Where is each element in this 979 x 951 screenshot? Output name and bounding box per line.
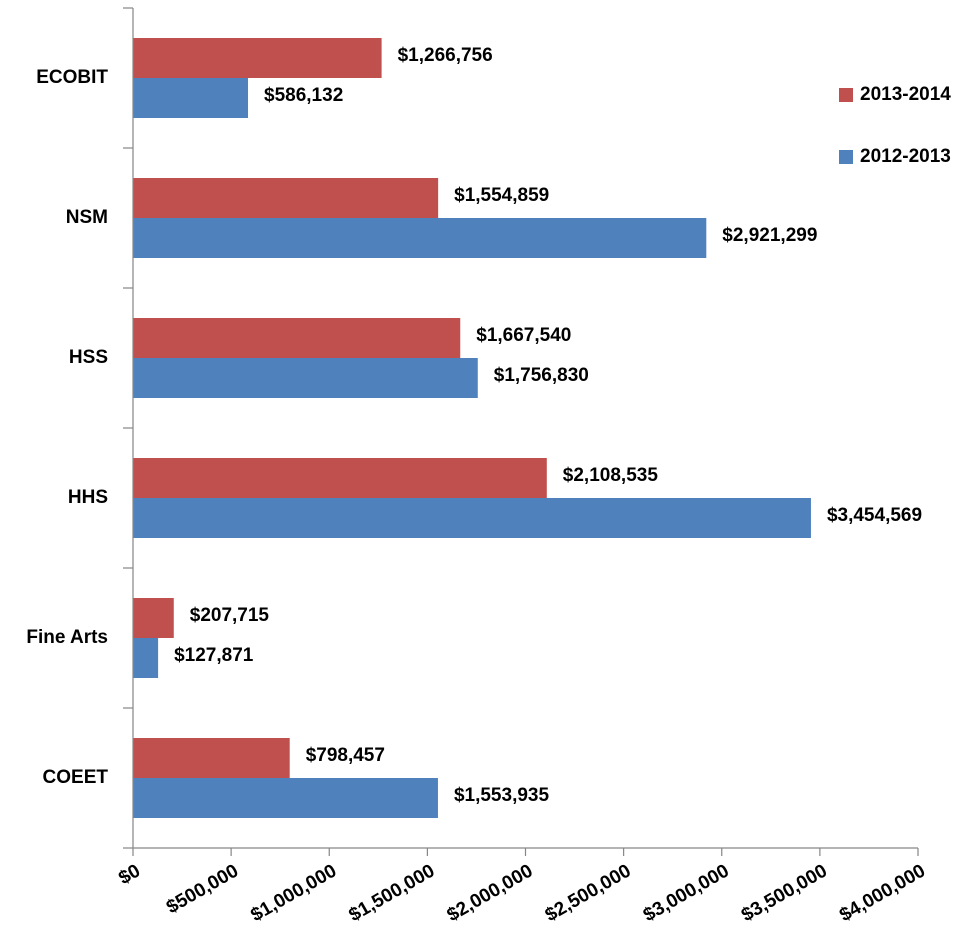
y-tick-label: Fine Arts (26, 627, 108, 648)
y-tick-label: HSS (69, 347, 108, 368)
x-tick-label: $0 (115, 860, 144, 889)
bar (133, 178, 439, 218)
bar (133, 358, 478, 398)
data-label: $2,921,299 (722, 225, 817, 246)
data-label: $2,108,535 (563, 465, 659, 486)
x-tick-label: $1,000,000 (247, 860, 340, 926)
data-label: $3,454,569 (827, 505, 922, 526)
data-label: $1,667,540 (476, 325, 571, 346)
y-tick-label: COEET (43, 767, 109, 788)
bar (133, 778, 438, 818)
bar (133, 638, 159, 678)
data-label: $127,871 (174, 645, 254, 666)
legend-label: 2013-2014 (860, 84, 951, 105)
data-label: $1,756,830 (494, 365, 589, 386)
x-tick-label: $3,500,000 (738, 860, 831, 926)
bar (133, 458, 547, 498)
bar (133, 598, 174, 638)
bar (133, 38, 382, 78)
data-label: $586,132 (264, 85, 343, 106)
x-tick-label: $4,000,000 (836, 860, 929, 926)
data-label: $1,266,756 (398, 45, 493, 66)
x-tick-label: $2,000,000 (444, 860, 537, 926)
bar (133, 218, 707, 258)
data-label: $1,554,859 (454, 185, 549, 206)
x-tick-label: $3,000,000 (640, 860, 733, 926)
legend-label: 2012-2013 (860, 146, 951, 167)
data-label: $207,715 (190, 605, 270, 626)
y-tick-label: ECOBIT (36, 67, 108, 88)
bar (133, 498, 811, 538)
x-tick-label: $500,000 (163, 860, 242, 918)
data-label: $798,457 (306, 745, 385, 766)
legend-swatch (839, 150, 853, 164)
bar (133, 738, 290, 778)
bar (133, 78, 249, 118)
bar (133, 318, 461, 358)
x-tick-label: $1,500,000 (346, 860, 439, 926)
legend-swatch (839, 88, 853, 102)
y-tick-label: NSM (66, 207, 108, 228)
data-label: $1,553,935 (454, 785, 550, 806)
y-tick-label: HHS (68, 487, 108, 508)
x-tick-label: $2,500,000 (542, 860, 635, 926)
